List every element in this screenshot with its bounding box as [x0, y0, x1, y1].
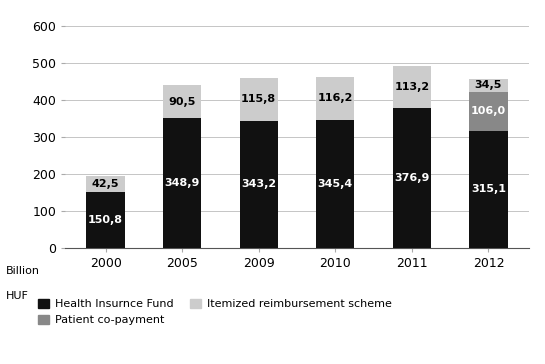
- Bar: [163, 118, 201, 248]
- Text: 115,8: 115,8: [241, 94, 276, 104]
- Bar: [393, 66, 431, 108]
- Bar: [469, 131, 507, 248]
- Bar: [316, 77, 354, 120]
- Text: 113,2: 113,2: [395, 82, 429, 92]
- Text: Billion: Billion: [5, 266, 39, 276]
- Text: 376,9: 376,9: [394, 173, 429, 183]
- Bar: [87, 192, 125, 248]
- Text: 345,4: 345,4: [318, 179, 353, 189]
- Bar: [240, 78, 278, 120]
- Text: 34,5: 34,5: [475, 80, 502, 90]
- Text: 150,8: 150,8: [88, 215, 123, 225]
- Text: 106,0: 106,0: [471, 106, 506, 116]
- Bar: [469, 79, 507, 92]
- Bar: [87, 176, 125, 192]
- Text: 116,2: 116,2: [318, 93, 353, 103]
- Bar: [393, 108, 431, 248]
- Bar: [469, 92, 507, 131]
- Legend: Health Insurnce Fund, Patient co-payment, Itemized reimbursement scheme: Health Insurnce Fund, Patient co-payment…: [34, 294, 396, 330]
- Bar: [240, 120, 278, 248]
- Text: 90,5: 90,5: [168, 97, 196, 107]
- Text: 315,1: 315,1: [471, 184, 506, 194]
- Text: HUF: HUF: [5, 291, 28, 301]
- Text: 343,2: 343,2: [241, 179, 276, 189]
- Text: 42,5: 42,5: [92, 179, 119, 189]
- Text: 348,9: 348,9: [165, 178, 200, 188]
- Bar: [316, 120, 354, 248]
- Bar: [163, 85, 201, 118]
